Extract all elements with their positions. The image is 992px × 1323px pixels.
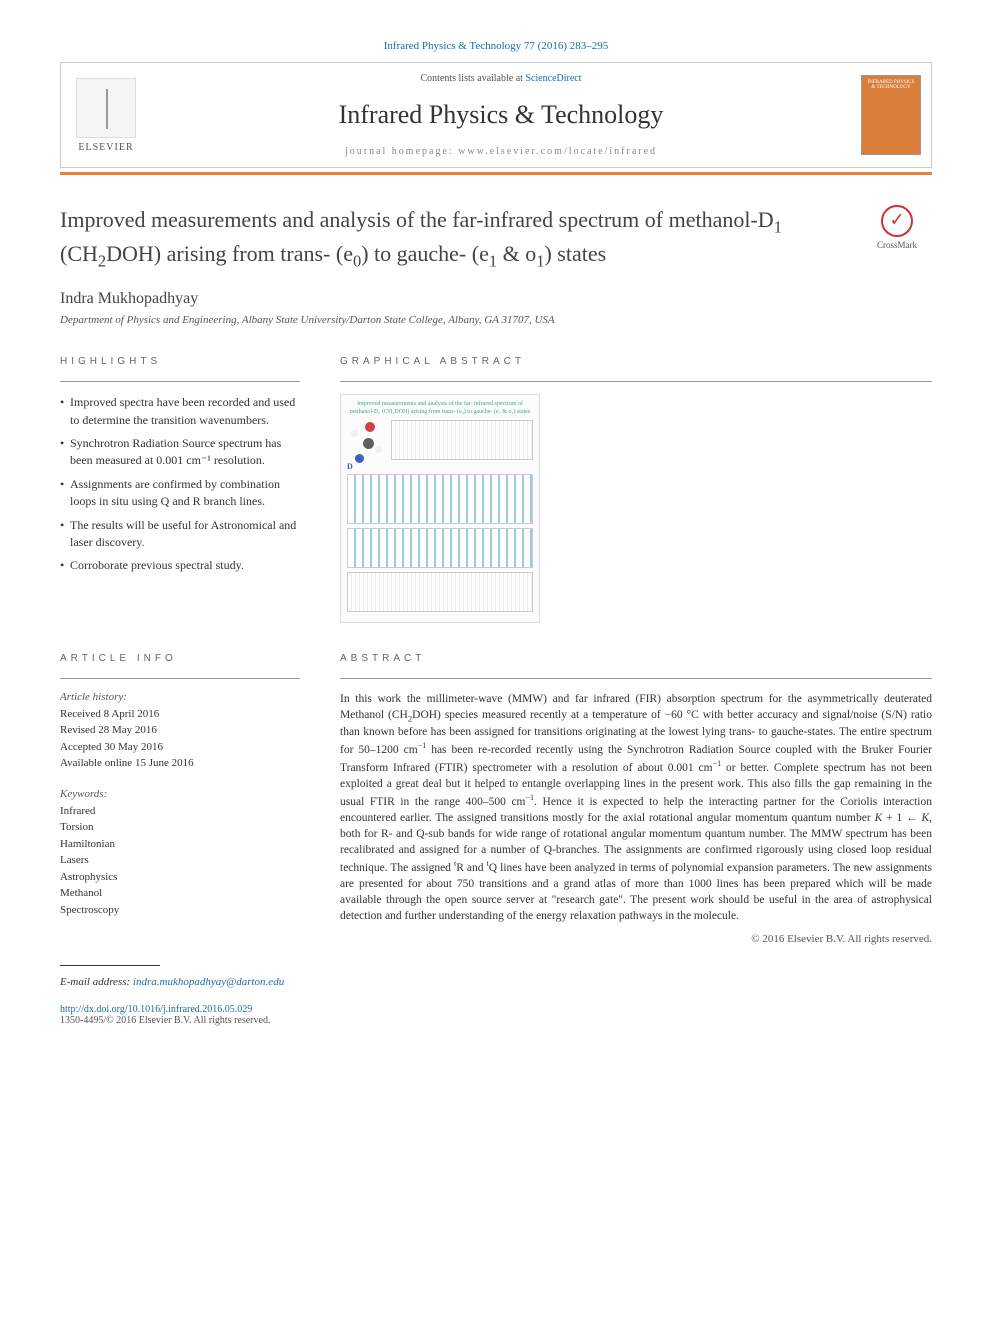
ga-panel-3 bbox=[347, 528, 533, 568]
atom-icon bbox=[351, 430, 358, 437]
highlight-item: The results will be useful for Astronomi… bbox=[60, 517, 300, 552]
graphical-abstract-section: GRAPHICAL ABSTRACT Improved measurements… bbox=[340, 356, 932, 622]
issn-copyright: 1350-4495/© 2016 Elsevier B.V. All right… bbox=[60, 1015, 932, 1026]
keyword-item: Lasers bbox=[60, 852, 300, 869]
abstract-copyright: © 2016 Elsevier B.V. All rights reserved… bbox=[340, 933, 932, 945]
corresponding-email: E-mail address: indra.mukhopadhyay@darto… bbox=[60, 976, 932, 988]
ga-panel-4 bbox=[347, 572, 533, 612]
divider bbox=[340, 381, 932, 382]
highlights-label: HIGHLIGHTS bbox=[60, 356, 300, 367]
homepage-prefix: journal homepage: bbox=[345, 146, 458, 157]
sciencedirect-link[interactable]: ScienceDirect bbox=[525, 73, 581, 84]
history-item: Accepted 30 May 2016 bbox=[60, 739, 300, 756]
homepage-url: www.elsevier.com/locate/infrared bbox=[458, 146, 657, 157]
highlight-item: Assignments are confirmed by combination… bbox=[60, 476, 300, 511]
ga-caption: Improved measurements and analysis of th… bbox=[347, 401, 533, 415]
crossmark-icon bbox=[881, 205, 913, 237]
graphical-abstract-label: GRAPHICAL ABSTRACT bbox=[340, 356, 932, 367]
keyword-item: Methanol bbox=[60, 885, 300, 902]
header-center: Contents lists available at ScienceDirec… bbox=[151, 63, 851, 167]
atom-icon bbox=[365, 422, 375, 432]
highlights-list: Improved spectra have been recorded and … bbox=[60, 394, 300, 575]
doi-link[interactable]: http://dx.doi.org/10.1016/j.infrared.201… bbox=[60, 1004, 932, 1015]
abstract-text: In this work the millimeter-wave (MMW) a… bbox=[340, 691, 932, 925]
citation-line: Infrared Physics & Technology 77 (2016) … bbox=[60, 40, 932, 52]
divider bbox=[60, 381, 300, 382]
crossmark-badge[interactable]: CrossMark bbox=[862, 205, 932, 250]
contents-prefix: Contents lists available at bbox=[420, 73, 525, 84]
article-info-label: ARTICLE INFO bbox=[60, 653, 300, 664]
highlight-item: Improved spectra have been recorded and … bbox=[60, 394, 300, 429]
abstract-section: ABSTRACT In this work the millimeter-wav… bbox=[340, 653, 932, 945]
history-item: Revised 28 May 2016 bbox=[60, 722, 300, 739]
ga-panel-2 bbox=[347, 474, 533, 524]
atom-label: D bbox=[347, 462, 353, 471]
keyword-item: Spectroscopy bbox=[60, 902, 300, 919]
highlight-item: Corroborate previous spectral study. bbox=[60, 557, 300, 574]
email-label: E-mail address: bbox=[60, 976, 133, 988]
highlights-section: HIGHLIGHTS Improved spectra have been re… bbox=[60, 356, 300, 622]
publisher-logo: ELSEVIER bbox=[61, 63, 151, 167]
history-item: Available online 15 June 2016 bbox=[60, 755, 300, 772]
contents-available: Contents lists available at ScienceDirec… bbox=[171, 73, 831, 84]
keyword-item: Hamiltonian bbox=[60, 836, 300, 853]
keyword-item: Infrared bbox=[60, 803, 300, 820]
publisher-name: ELSEVIER bbox=[78, 142, 133, 153]
article-info-section: ARTICLE INFO Article history: Received 8… bbox=[60, 653, 300, 945]
history-item: Received 8 April 2016 bbox=[60, 706, 300, 723]
graphical-abstract-figure: Improved measurements and analysis of th… bbox=[340, 394, 540, 622]
divider bbox=[340, 678, 932, 679]
email-link[interactable]: indra.mukhopadhyay@darton.edu bbox=[133, 976, 284, 988]
keyword-item: Torsion bbox=[60, 819, 300, 836]
cover-image: INFRARED PHYSICS & TECHNOLOGY bbox=[861, 75, 921, 155]
journal-cover: INFRARED PHYSICS & TECHNOLOGY bbox=[851, 63, 931, 167]
abstract-label: ABSTRACT bbox=[340, 653, 932, 664]
journal-name: Infrared Physics & Technology bbox=[171, 100, 831, 130]
keyword-item: Astrophysics bbox=[60, 869, 300, 886]
atom-icon bbox=[355, 454, 364, 463]
ga-panel-1 bbox=[391, 420, 533, 460]
author-affiliation: Department of Physics and Engineering, A… bbox=[60, 314, 932, 326]
journal-homepage: journal homepage: www.elsevier.com/locat… bbox=[171, 146, 831, 157]
author-name: Indra Mukhopadhyay bbox=[60, 290, 932, 308]
article-title: Improved measurements and analysis of th… bbox=[60, 205, 842, 272]
divider bbox=[60, 678, 300, 679]
atom-icon bbox=[375, 446, 382, 453]
atom-icon bbox=[363, 438, 374, 449]
molecule-diagram: D bbox=[347, 420, 387, 470]
elsevier-tree-icon bbox=[76, 78, 136, 138]
history-label: Article history: bbox=[60, 691, 300, 703]
highlight-item: Synchrotron Radiation Source spectrum ha… bbox=[60, 435, 300, 470]
footer-divider bbox=[60, 965, 160, 966]
journal-header: ELSEVIER Contents lists available at Sci… bbox=[60, 62, 932, 168]
accent-bar bbox=[60, 172, 932, 175]
keywords-label: Keywords: bbox=[60, 788, 300, 800]
crossmark-label: CrossMark bbox=[877, 240, 917, 250]
